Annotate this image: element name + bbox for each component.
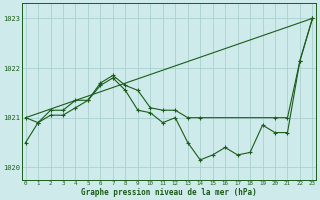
X-axis label: Graphe pression niveau de la mer (hPa): Graphe pression niveau de la mer (hPa) [81,188,257,197]
